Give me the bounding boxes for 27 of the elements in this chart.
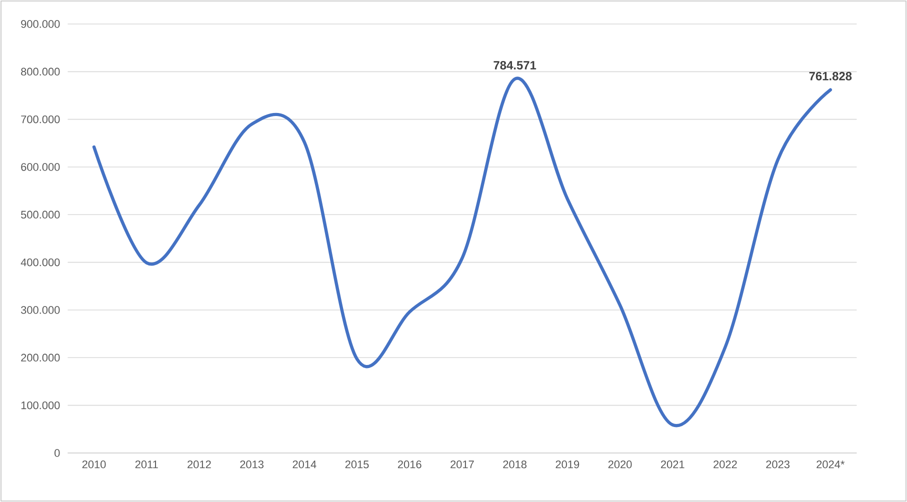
data-label: 784.571 [494,61,536,70]
y-tick-label: 900.000 [21,20,60,28]
x-tick-label: 2014 [292,460,316,468]
y-tick-label: 300.000 [21,306,60,314]
x-tick-label: 2011 [135,460,158,468]
y-tick-label: 800.000 [21,68,60,76]
x-tick-label: 2019 [556,460,580,468]
x-tick-label: 2022 [714,460,737,468]
y-tick-label: 400.000 [20,258,60,266]
y-tick-label: 500.000 [21,210,60,219]
y-tick-label: 200.000 [21,354,60,362]
x-tick-label: 2018 [503,460,527,468]
y-tick-label: 0 [54,449,60,457]
x-tick-label: 2012 [188,460,211,468]
data-label: 761.828 [809,72,852,80]
x-tick-label: 2015 [345,460,369,468]
x-tick-label: 2010 [82,460,106,468]
x-tick-label: 2024* [816,460,845,468]
x-tick-label: 2016 [398,460,422,468]
y-tick-label: 700.000 [21,115,60,124]
x-tick-label: 2023 [766,460,790,468]
x-tick-label: 2013 [240,460,264,468]
y-tick-label: 100.000 [21,401,60,410]
x-tick-label: 2021 [660,460,684,468]
x-tick-label: 2017 [450,460,474,468]
x-tick-label: 2020 [608,460,632,468]
y-tick-label: 600.000 [21,163,60,171]
